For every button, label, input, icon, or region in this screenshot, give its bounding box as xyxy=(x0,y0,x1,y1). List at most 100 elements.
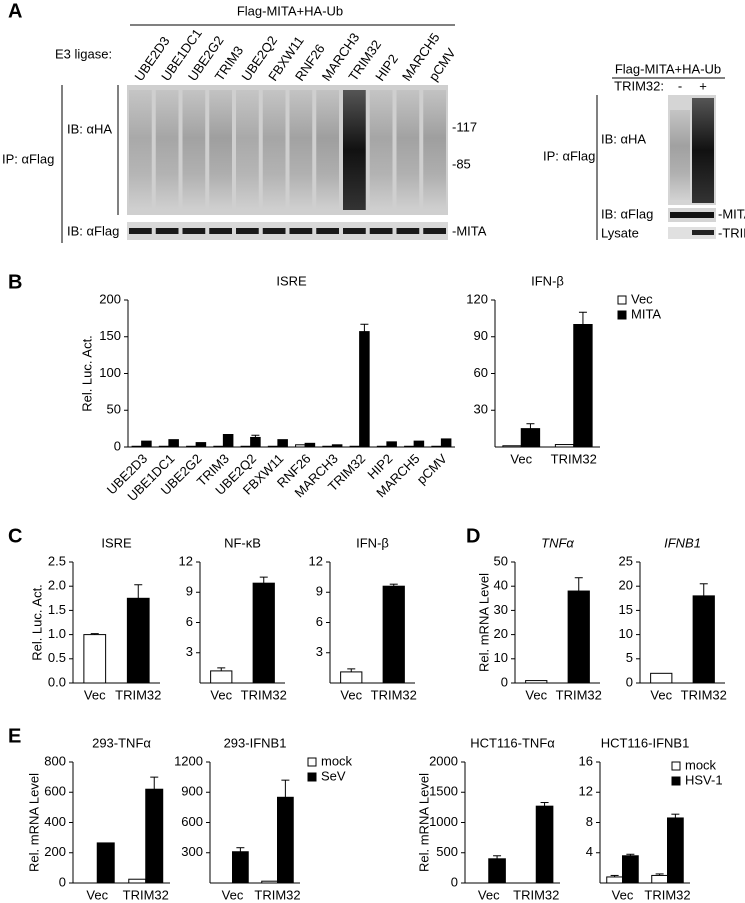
blot-band xyxy=(262,228,286,234)
blot-band xyxy=(155,228,179,234)
bar xyxy=(622,855,639,884)
x-tick-label: pCMV xyxy=(414,451,450,487)
blot-band xyxy=(692,230,714,235)
x-tick-label: Vec xyxy=(84,687,106,702)
bar xyxy=(340,671,363,684)
bar xyxy=(359,331,370,448)
x-tick-label: Vec xyxy=(86,887,108,902)
y-tick-label: 100 xyxy=(99,365,121,380)
y-tick-label: 300 xyxy=(181,844,203,859)
chart-title: ISRE xyxy=(276,273,307,288)
y-tick-label: 12 xyxy=(309,553,323,568)
legend-label: HSV-1 xyxy=(685,772,723,787)
y-tick-label: 9 xyxy=(186,584,193,599)
blot-band xyxy=(670,212,714,218)
bar xyxy=(141,440,152,448)
x-tick-label: TRIM32 xyxy=(681,687,727,702)
lane-label: - xyxy=(678,78,682,93)
y-axis-label: Rel. mRNA Level xyxy=(26,773,41,872)
bar xyxy=(667,817,684,884)
x-tick-label: TRIM32 xyxy=(556,687,602,702)
blot-band xyxy=(182,228,206,234)
y-tick-label: 2.0 xyxy=(48,578,66,593)
chart-title: TNFα xyxy=(541,535,574,550)
x-tick-label: Vec xyxy=(650,687,672,702)
chart: TNFα Rel. mRNA Level 0 10 20 30 40 50 Vec TRIM32 xyxy=(476,535,601,702)
y-tick-label: 200 xyxy=(44,844,66,859)
y-tick-label: 16 xyxy=(579,753,593,768)
bar xyxy=(250,436,261,448)
chart: 293-TNFα Rel. mRNA Level 0 200 400 600 800 Vec T… xyxy=(26,735,170,902)
blot-lane xyxy=(343,90,366,210)
bar xyxy=(131,445,143,448)
chart-title: NF-κB xyxy=(224,535,261,550)
y-tick-label: 1000 xyxy=(429,814,458,829)
bar xyxy=(692,595,715,684)
chart: ISRE Rel. Luc. Act. 0.0 0.5 1.0 1.5 2.0 2.5 Vec T… xyxy=(29,535,161,702)
bar xyxy=(158,445,170,448)
y-tick-label: 50 xyxy=(107,402,121,417)
chart-title: IFN-β xyxy=(356,535,389,550)
bar xyxy=(386,441,397,448)
y-tick-label: 25 xyxy=(619,553,633,568)
blot-membrane xyxy=(127,222,448,240)
blot-band xyxy=(343,228,366,234)
panel-letter: B xyxy=(8,271,22,293)
y-tick-label: 5 xyxy=(626,650,633,665)
y-tick-label: 120 xyxy=(466,291,488,306)
chart: IFN-β 3 6 9 12 Vec TRIM32 xyxy=(309,535,417,702)
bar xyxy=(651,874,668,884)
blot-lane xyxy=(396,90,420,210)
bar xyxy=(252,582,275,684)
ib-label: IB: αHA xyxy=(67,121,112,136)
y-tick-label: 4 xyxy=(586,844,593,859)
x-tick-label: TRIM32 xyxy=(513,887,559,902)
y-tick-label: 20 xyxy=(619,578,633,593)
blot-membrane xyxy=(127,85,448,215)
bar xyxy=(413,440,425,448)
blot-lane xyxy=(670,110,690,200)
y-tick-label: 30 xyxy=(474,402,488,417)
x-tick-label: TRIM32 xyxy=(551,451,597,466)
bar xyxy=(331,444,343,448)
y-tick-label: 400 xyxy=(44,814,66,829)
legend-swatch xyxy=(617,295,627,305)
blot-band xyxy=(209,228,232,234)
x-tick-label: Vec xyxy=(525,687,547,702)
bar xyxy=(573,324,593,448)
bar xyxy=(126,597,150,684)
marker: -117 xyxy=(452,119,477,134)
legend-label: mock xyxy=(685,757,717,772)
bar xyxy=(277,796,294,884)
x-tick-label: TRIM32 xyxy=(644,887,690,902)
blot-lane xyxy=(692,98,714,203)
x-tick-label: Vec xyxy=(612,887,634,902)
y-tick-label: 90 xyxy=(474,328,488,343)
y-tick-label: 0 xyxy=(59,874,66,889)
y-tick-label: 15 xyxy=(619,602,633,617)
bar xyxy=(440,438,452,448)
bar xyxy=(606,876,623,884)
blot-band xyxy=(289,228,313,234)
blot-band xyxy=(316,228,339,234)
chart: NF-κB 3 6 9 12 Vec TRIM32 xyxy=(179,535,287,702)
chart-title: IFN-β xyxy=(531,273,564,288)
y-tick-label: 2000 xyxy=(429,753,458,768)
legend-label: SeV xyxy=(321,768,346,783)
bar xyxy=(240,445,252,448)
blot-band xyxy=(369,228,393,234)
y-tick-label: 800 xyxy=(44,753,66,768)
panel-letter: C xyxy=(8,525,22,547)
y-tick-label: 1.0 xyxy=(48,626,66,641)
y-tick-label: 6 xyxy=(186,614,193,629)
bar xyxy=(267,445,279,448)
bar xyxy=(210,670,233,684)
bar xyxy=(404,445,415,448)
y-tick-label: 12 xyxy=(579,784,593,799)
bar xyxy=(96,842,115,884)
chart-title: IFNB1 xyxy=(664,535,701,550)
chart-title: 293-IFNB1 xyxy=(224,735,287,750)
bar xyxy=(535,805,554,884)
